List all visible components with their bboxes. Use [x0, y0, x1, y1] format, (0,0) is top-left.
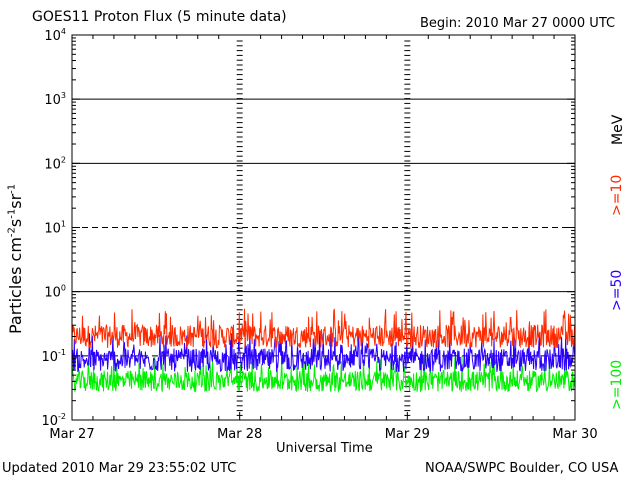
y-label-exp1: -2	[6, 227, 18, 238]
y-tick-label: 101	[44, 220, 66, 237]
y-tick-label: 100	[44, 284, 66, 301]
legend-item-50: >=50	[609, 269, 625, 311]
y-label-mid1: s	[6, 218, 25, 228]
x-axis: Mar 27 Mar 28 Mar 29 Mar 30	[49, 35, 598, 442]
x-tick-label: Mar 30	[552, 427, 597, 442]
credit-label: NOAA/SWPC Boulder, CO USA	[425, 461, 619, 476]
y-label-exp2: -1	[6, 208, 18, 219]
chart-title: GOES11 Proton Flux (5 minute data)	[32, 9, 287, 25]
y-label-exp3: -1	[6, 183, 18, 194]
legend-unit: MeV	[610, 114, 626, 145]
x-tick-label: Mar 28	[217, 427, 262, 442]
x-tick-label: Mar 29	[385, 427, 430, 442]
y-tick-label: 103	[44, 91, 66, 108]
y-tick-label: 104	[44, 27, 66, 44]
updated-timestamp: Updated 2010 Mar 29 23:55:02 UTC	[2, 461, 237, 476]
series-line-10mev	[71, 308, 576, 349]
series-line-100mev	[71, 355, 576, 394]
series-line-50mev	[71, 332, 576, 373]
legend-item-100: >=100	[609, 359, 625, 410]
y-axis: 10-2 10-1 100 101 102 103 104	[41, 27, 575, 429]
y-tick-label: 10-2	[41, 412, 66, 429]
x-tick-label: Mar 27	[49, 427, 94, 442]
x-axis-label: Universal Time	[276, 441, 373, 456]
y-tick-label: 10-1	[41, 348, 66, 365]
series-layer	[71, 308, 576, 394]
y-tick-label: 102	[44, 155, 66, 172]
legend-item-10: >=10	[609, 174, 625, 216]
y-axis-label: Particles cm-2s-1sr-1	[6, 184, 25, 334]
y-label-mid2: sr	[6, 193, 25, 209]
y-label-main: Particles cm	[6, 237, 25, 334]
begin-time: Begin: 2010 Mar 27 0000 UTC	[420, 16, 616, 31]
